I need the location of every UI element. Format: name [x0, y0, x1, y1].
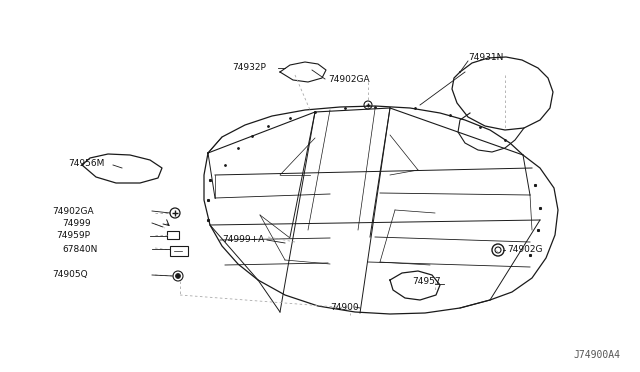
Text: 74900: 74900	[330, 302, 358, 311]
Text: 74956M: 74956M	[68, 158, 104, 167]
Text: 67840N: 67840N	[62, 244, 97, 253]
Text: 74902GA: 74902GA	[328, 74, 370, 83]
Text: 74905Q: 74905Q	[52, 270, 88, 279]
Text: 74999: 74999	[62, 218, 91, 228]
Bar	[167, 231, 179, 239]
Text: 74931N: 74931N	[468, 54, 504, 62]
Circle shape	[175, 273, 180, 279]
Bar	[170, 246, 188, 256]
Text: 74932P: 74932P	[232, 64, 266, 73]
Text: J74900A4: J74900A4	[573, 350, 620, 360]
Text: 74957: 74957	[412, 278, 440, 286]
Text: 74999+A: 74999+A	[222, 235, 264, 244]
Text: 74959P: 74959P	[56, 231, 90, 241]
Text: 74902G: 74902G	[507, 246, 543, 254]
Text: 74902GA: 74902GA	[52, 206, 93, 215]
